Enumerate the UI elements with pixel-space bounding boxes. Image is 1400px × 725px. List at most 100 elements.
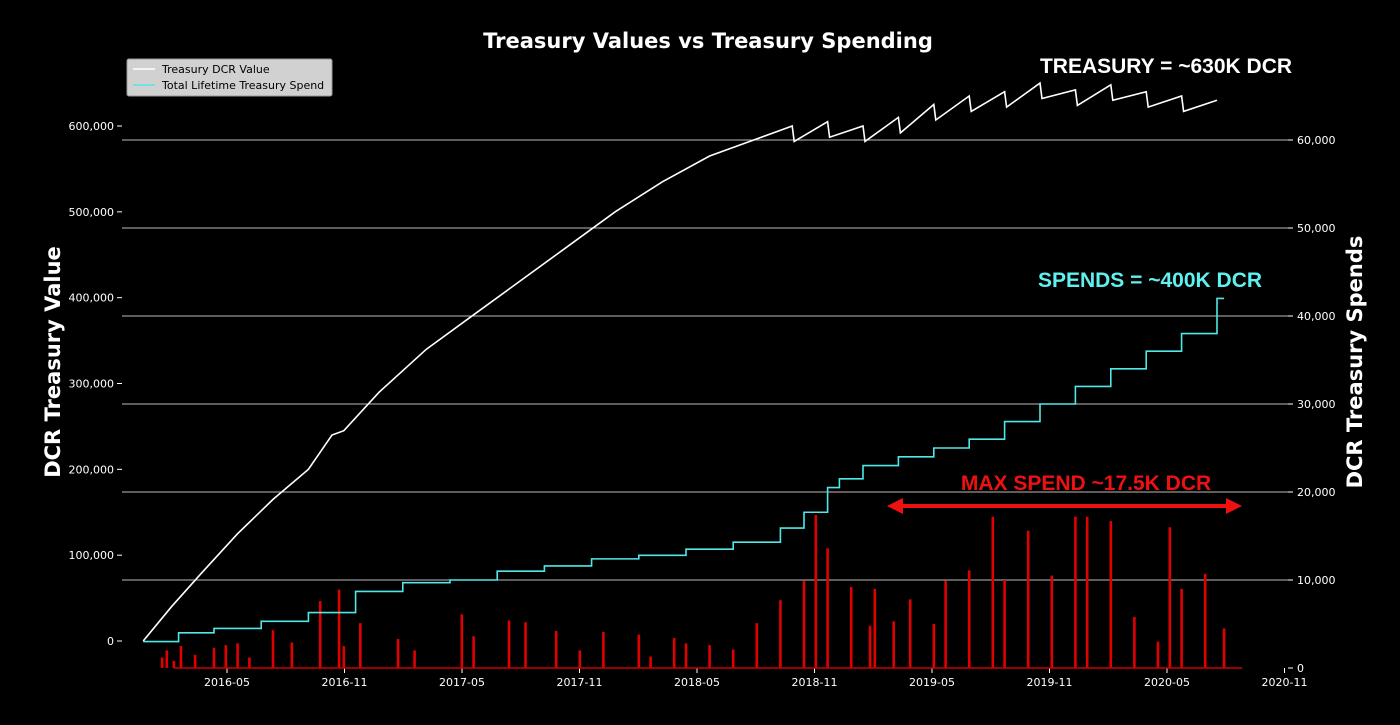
left-tick-label: 200,000: [69, 463, 115, 476]
spend-bar: [672, 638, 676, 668]
spend-bar: [708, 645, 711, 668]
spend-bar: [849, 587, 853, 668]
spend-bar: [179, 646, 183, 668]
right-tick-label: 50,000: [1297, 222, 1336, 235]
left-axis-title: DCR Treasury Value: [41, 246, 65, 478]
spend-bar: [991, 516, 995, 668]
spend-bar: [755, 623, 759, 668]
spend-bar: [731, 649, 735, 668]
x-tick-label: 2016-05: [204, 676, 250, 689]
spend-bar: [342, 646, 346, 668]
x-tick-label: 2017-11: [557, 676, 603, 689]
annotation-max-spend: MAX SPEND ~17.5K DCR: [961, 472, 1211, 495]
legend-entry-value: Treasury DCR Value: [161, 63, 270, 76]
spend-bar: [507, 620, 511, 668]
spend-bar: [868, 625, 872, 668]
x-tick-label: 2019-11: [1027, 676, 1073, 689]
left-tick-label: 0: [107, 635, 114, 648]
spend-bar: [271, 630, 275, 668]
spend-bar: [290, 642, 294, 668]
spend-bar: [236, 643, 239, 668]
spend-bar: [359, 623, 362, 668]
spend-bar: [932, 624, 936, 668]
right-tick-label: 0: [1297, 662, 1304, 675]
x-tick-label: 2017-05: [439, 676, 485, 689]
spend-bar: [637, 634, 641, 668]
treasury-value-line: [142, 81, 1218, 642]
chart-title: Treasury Values vs Treasury Spending: [483, 29, 933, 53]
spend-bar: [460, 614, 464, 668]
spend-bar: [248, 657, 251, 668]
right-tick-label: 60,000: [1297, 134, 1336, 147]
spend-bar: [649, 656, 652, 668]
x-tick-label: 2018-11: [792, 676, 838, 689]
spend-bar: [967, 570, 971, 668]
spend-bar: [908, 599, 912, 668]
spend-bar: [892, 621, 895, 668]
spend-bar: [318, 601, 322, 668]
right-tick-label: 30,000: [1297, 398, 1336, 411]
axes: 0 10,000 20,000 30,000 40,000 50,000 60,000 0 10…: [69, 120, 1336, 689]
spend-bar: [1133, 616, 1136, 668]
left-tick-label: 500,000: [69, 206, 115, 219]
spend-bar: [396, 638, 400, 668]
spend-bar: [554, 631, 558, 668]
spend-bar: [684, 643, 688, 668]
spend-bar: [1074, 516, 1077, 668]
spend-bar: [1085, 516, 1089, 668]
spend-bar: [413, 650, 416, 668]
spend-bar: [1109, 521, 1113, 668]
spend-bar: [337, 589, 341, 668]
x-tick-label: 2019-05: [909, 676, 955, 689]
lines: [142, 81, 1225, 643]
right-tick-label: 40,000: [1297, 310, 1336, 323]
left-tick-label: 400,000: [69, 292, 115, 305]
spend-bar: [1222, 628, 1226, 668]
spend-bar: [224, 645, 228, 668]
spend-line: [143, 297, 1225, 643]
spend-bar: [1168, 527, 1172, 668]
spend-bar: [1203, 573, 1207, 668]
spend-bar: [193, 654, 197, 668]
grid: [122, 139, 1288, 581]
legend-box: [126, 58, 333, 97]
spend-bar: [944, 580, 947, 668]
right-tick-label: 20,000: [1297, 486, 1336, 499]
left-tick-label: 100,000: [69, 549, 115, 562]
x-tick-label: 2018-05: [674, 676, 720, 689]
spend-bar: [212, 647, 216, 668]
spend-bar: [1026, 530, 1030, 668]
legend: Treasury DCR Value Total Lifetime Treasu…: [126, 58, 333, 97]
right-axis-title: DCR Treasury Spends: [1343, 236, 1367, 489]
annotation-treasury: TREASURY = ~630K DCR: [1040, 55, 1292, 78]
spend-bar: [160, 657, 164, 668]
spend-bar: [578, 650, 582, 668]
right-tick-label: 10,000: [1297, 574, 1336, 587]
annotation-spends: SPENDS = ~400K DCR: [1038, 269, 1262, 292]
max-spend-arrow: [887, 498, 1242, 514]
spend-bar: [602, 631, 605, 668]
x-tick-label: 2016-11: [322, 676, 368, 689]
spend-bar: [873, 588, 877, 668]
spend-bar: [779, 600, 782, 668]
spend-bars: [160, 514, 1226, 668]
legend-entry-spend: Total Lifetime Treasury Spend: [161, 79, 324, 92]
spend-bar: [172, 660, 176, 668]
x-tick-label: 2020-05: [1144, 676, 1190, 689]
spend-bar: [1156, 641, 1160, 668]
arrow-head-right: [1226, 498, 1242, 514]
spend-bar: [1180, 588, 1183, 668]
spend-bar: [165, 650, 169, 668]
spend-bar: [1050, 575, 1054, 668]
spend-bar: [472, 636, 475, 668]
spend-bar: [524, 622, 527, 668]
spend-bar: [802, 580, 806, 668]
left-tick-label: 600,000: [69, 120, 115, 133]
arrow-head-left: [887, 498, 903, 514]
spend-bar: [814, 514, 818, 668]
spend-bar: [826, 548, 829, 668]
x-tick-label: 2020-11: [1262, 676, 1308, 689]
left-tick-label: 300,000: [69, 378, 115, 391]
